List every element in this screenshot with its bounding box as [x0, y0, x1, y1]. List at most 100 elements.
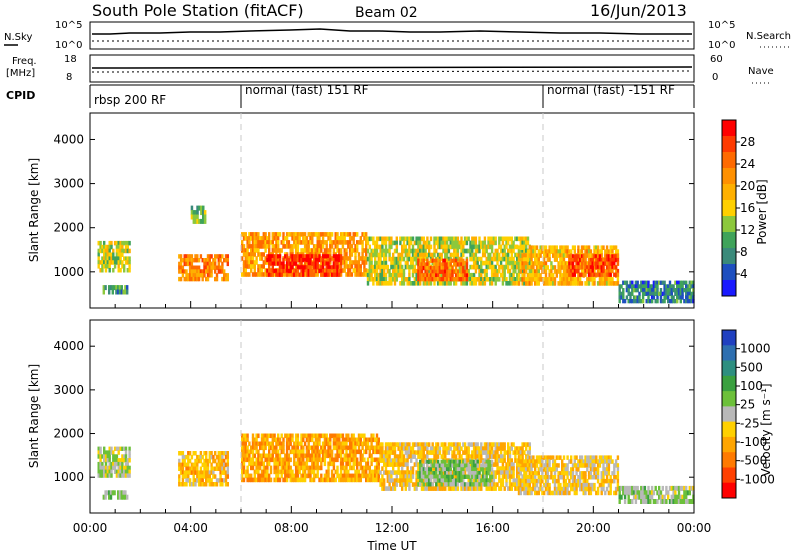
heatmap-cell: [194, 478, 197, 483]
heatmap-cell: [251, 244, 255, 249]
heatmap-cell: [512, 442, 515, 447]
heatmap-cell: [375, 457, 379, 463]
heatmap-cell: [197, 454, 201, 460]
heatmap-cell: [196, 273, 199, 278]
heatmap-cell: [489, 450, 492, 455]
heatmap-cell: [242, 477, 246, 483]
heatmap-cell: [449, 463, 452, 468]
heatmap-cell: [327, 261, 330, 266]
heatmap-cell: [465, 258, 469, 263]
heatmap-cell: [485, 248, 488, 254]
heatmap-cell: [226, 466, 229, 471]
heatmap-cell: [316, 272, 319, 277]
heatmap-cell: [370, 264, 373, 270]
heatmap-cell: [508, 260, 512, 266]
heatmap-cell: [359, 449, 362, 455]
heatmap-cell: [428, 281, 431, 286]
heatmap-cell: [350, 248, 354, 253]
heatmap-cell: [526, 442, 530, 447]
heatmap-cell: [573, 268, 576, 274]
heatmap-cell: [442, 281, 445, 286]
heatmap-cell: [361, 232, 364, 237]
heatmap-cell: [108, 240, 111, 246]
heatmap-cell: [458, 463, 461, 468]
heatmap-cell: [516, 470, 519, 475]
heatmap-cell: [185, 273, 188, 278]
heatmap-cell: [241, 449, 244, 455]
heatmap-cell: [408, 482, 411, 487]
heatmap-cell: [296, 252, 300, 257]
heatmap-cell: [277, 437, 280, 443]
heatmap-cell: [271, 244, 274, 249]
heatmap-cell: [357, 264, 361, 269]
heatmap-cell: [300, 437, 303, 443]
heatmap-cell: [203, 466, 206, 471]
heatmap-cell: [298, 477, 301, 483]
heatmap-cell: [350, 264, 354, 269]
heatmap-cell: [178, 462, 181, 468]
heatmap-cell: [579, 257, 582, 263]
heatmap-cell: [401, 466, 404, 471]
heatmap-cell: [483, 260, 487, 266]
heatmap-cell: [449, 459, 452, 464]
heatmap-cell: [383, 454, 386, 459]
heatmap-cell: [275, 232, 278, 237]
heatmap-cell: [248, 252, 251, 257]
heatmap-cell: [302, 473, 305, 479]
heatmap-cell: [561, 253, 564, 258]
heatmap-cell: [605, 272, 609, 277]
heatmap-cell: [242, 248, 246, 253]
heatmap-cell: [381, 450, 384, 455]
heatmap-cell: [534, 257, 537, 262]
heatmap-cell: [478, 446, 481, 451]
heatmap-cell: [499, 256, 503, 262]
heatmap-cell: [463, 470, 467, 475]
heatmap-cell: [262, 244, 265, 249]
heatmap-cell: [402, 272, 406, 278]
heatmap-cell: [384, 244, 388, 250]
heatmap-cell: [262, 252, 265, 257]
heatmap-cell: [226, 276, 229, 282]
heatmap-cell: [210, 269, 213, 274]
heatmap-cell: [119, 458, 122, 463]
heatmap-cell: [688, 291, 691, 296]
heatmap-cell: [417, 240, 420, 246]
heatmap-cell: [503, 470, 506, 475]
heatmap-cell: [323, 272, 327, 277]
heatmap-cell: [321, 236, 325, 241]
heatmap-cell: [672, 284, 675, 289]
heatmap-cell: [636, 288, 639, 293]
heatmap-cell: [584, 245, 587, 250]
heatmap-cell: [327, 449, 330, 455]
heatmap-cell: [393, 482, 397, 487]
heatmap-cell: [332, 477, 336, 483]
heatmap-cell: [496, 268, 499, 274]
heatmap-cell: [420, 277, 424, 282]
heatmap-cell: [535, 257, 539, 262]
heatmap-cell: [451, 463, 454, 468]
heatmap-cell: [309, 257, 312, 263]
heatmap-cell: [636, 280, 639, 285]
heatmap-cell: [480, 446, 483, 451]
heatmap-cell: [99, 473, 102, 478]
heatmap-cell: [246, 244, 249, 249]
heatmap-cell: [183, 462, 186, 468]
heatmap-cell: [424, 482, 427, 487]
heatmap-cell: [246, 272, 249, 277]
heatmap-cell: [392, 486, 395, 491]
heatmap-cell: [316, 461, 319, 467]
heatmap-cell: [377, 457, 380, 463]
heatmap-cell: [510, 264, 513, 270]
heatmap-cell: [197, 273, 201, 278]
heatmap-cell: [419, 471, 422, 476]
heatmap-cell: [489, 281, 492, 286]
heatmap-cell: [512, 478, 515, 483]
heatmap-cell: [436, 474, 440, 479]
heatmap-cell: [277, 457, 280, 463]
heatmap-cell: [102, 289, 105, 295]
heatmap-cell: [492, 486, 496, 491]
heatmap-cell: [104, 469, 108, 474]
heatmap-cell: [436, 265, 440, 271]
heatmap-cell: [487, 260, 490, 266]
heatmap-cell: [609, 265, 612, 270]
